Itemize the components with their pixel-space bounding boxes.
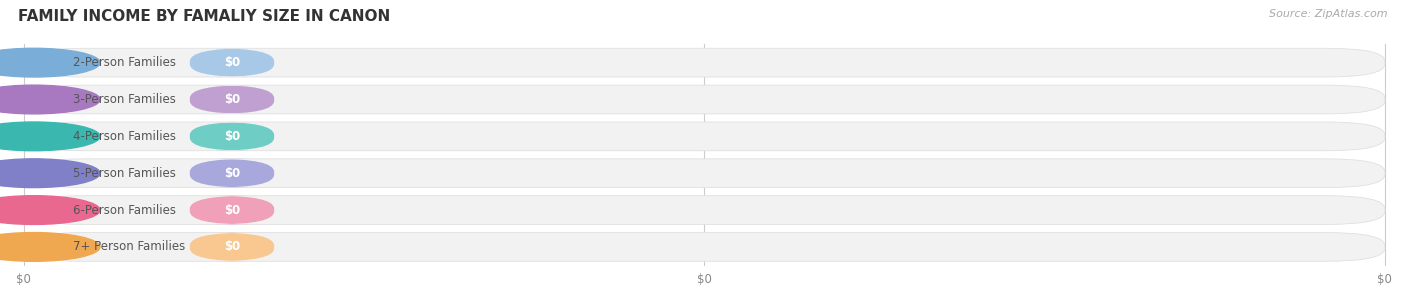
Text: $0: $0 [224, 56, 240, 69]
Circle shape [0, 232, 100, 261]
FancyBboxPatch shape [190, 122, 274, 151]
Text: $0: $0 [224, 93, 240, 106]
FancyBboxPatch shape [190, 232, 274, 261]
FancyBboxPatch shape [24, 196, 1385, 224]
Text: $0: $0 [17, 273, 31, 286]
FancyBboxPatch shape [190, 85, 274, 114]
FancyBboxPatch shape [24, 48, 1385, 77]
Circle shape [0, 196, 100, 224]
Text: 5-Person Families: 5-Person Families [73, 167, 176, 180]
Text: $0: $0 [224, 167, 240, 180]
Text: $0: $0 [224, 130, 240, 143]
Circle shape [0, 48, 100, 77]
Circle shape [0, 159, 100, 188]
FancyBboxPatch shape [190, 196, 274, 224]
Circle shape [0, 122, 100, 151]
Text: Source: ZipAtlas.com: Source: ZipAtlas.com [1270, 9, 1388, 19]
Text: 4-Person Families: 4-Person Families [73, 130, 176, 143]
Text: $0: $0 [224, 203, 240, 217]
FancyBboxPatch shape [24, 85, 1385, 114]
Text: 2-Person Families: 2-Person Families [73, 56, 176, 69]
FancyBboxPatch shape [24, 159, 1385, 188]
Circle shape [0, 85, 100, 114]
Text: 3-Person Families: 3-Person Families [73, 93, 176, 106]
FancyBboxPatch shape [190, 159, 274, 188]
Text: 7+ Person Families: 7+ Person Families [73, 240, 186, 253]
FancyBboxPatch shape [190, 48, 274, 77]
FancyBboxPatch shape [24, 122, 1385, 151]
Text: $0: $0 [1378, 273, 1392, 286]
Text: $0: $0 [697, 273, 711, 286]
FancyBboxPatch shape [24, 232, 1385, 261]
Text: FAMILY INCOME BY FAMALIY SIZE IN CANON: FAMILY INCOME BY FAMALIY SIZE IN CANON [18, 9, 391, 24]
Text: $0: $0 [224, 240, 240, 253]
Text: 6-Person Families: 6-Person Families [73, 203, 176, 217]
